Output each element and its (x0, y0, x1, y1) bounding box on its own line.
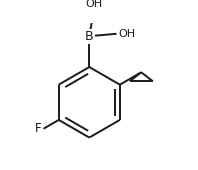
Text: B: B (85, 30, 94, 43)
Text: F: F (35, 122, 42, 135)
Text: OH: OH (118, 29, 135, 39)
Text: OH: OH (86, 0, 103, 9)
